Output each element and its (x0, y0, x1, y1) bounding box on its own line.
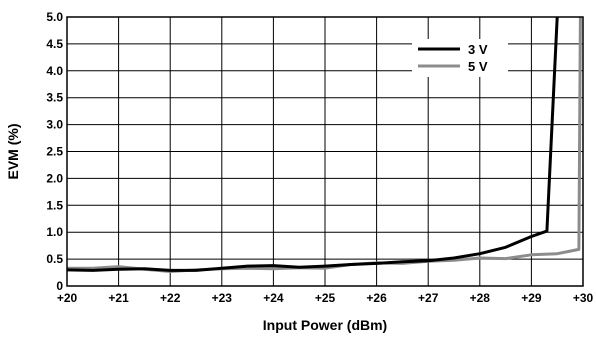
legend-background (412, 39, 508, 77)
y-tick-label: 2.0 (46, 171, 63, 185)
x-tick-label: +26 (366, 291, 387, 305)
y-tick-label: 0 (56, 279, 63, 293)
y-tick-label: 4.0 (46, 64, 63, 78)
chart-series (66, 16, 582, 273)
y-tick-label: 2.5 (46, 145, 63, 159)
x-tick-label: +27 (418, 291, 439, 305)
x-tick-label: +20 (57, 291, 78, 305)
legend-label: 3 V (468, 42, 488, 57)
y-axis-tick-labels: 0 0.5 1.0 1.5 2.0 2.5 3.0 3.5 4.0 4.5 5.0 (46, 10, 63, 293)
x-axis-title: Input Power (dBm) (263, 317, 387, 333)
x-tick-label: +24 (263, 291, 284, 305)
series-line-1 (66, 16, 559, 272)
y-tick-label: 1.5 (46, 198, 63, 212)
y-tick-label: 3.5 (46, 91, 63, 105)
x-tick-label: +28 (470, 291, 491, 305)
y-tick-label: 5.0 (46, 10, 63, 24)
y-tick-label: 1.0 (46, 225, 63, 239)
y-axis-title: EVM (%) (5, 124, 21, 180)
x-tick-label: +22 (160, 291, 181, 305)
plot-frame (66, 16, 584, 287)
y-tick-label: 4.5 (46, 37, 63, 51)
y-tick-label: 3.0 (46, 118, 63, 132)
legend-label: 5 V (468, 59, 488, 74)
x-tick-label: +30 (573, 291, 594, 305)
chart-legend: 3 V5 V (412, 39, 508, 77)
x-tick-label: +23 (212, 291, 233, 305)
x-tick-label: +29 (521, 291, 542, 305)
y-tick-label: 0.5 (46, 252, 63, 266)
x-tick-label: +21 (108, 291, 129, 305)
x-tick-label: +25 (315, 291, 336, 305)
x-axis-tick-labels: +20 +21 +22 +23 +24 +25 +26 +27 +28 +29 +30 (57, 291, 594, 305)
